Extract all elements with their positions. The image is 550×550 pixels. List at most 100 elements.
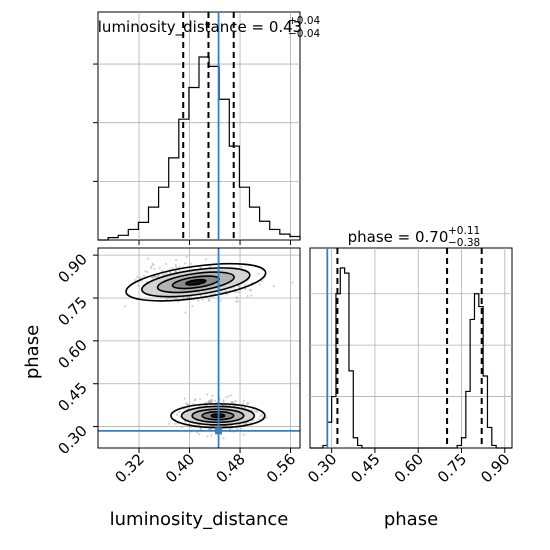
- posterior-sample-point: [86, 296, 88, 298]
- posterior-sample-point: [150, 265, 153, 268]
- posterior-sample-point: [232, 401, 235, 404]
- posterior-sample-point: [253, 410, 256, 413]
- phase-title-median: 0.70: [415, 228, 448, 246]
- posterior-sample-point: [222, 399, 225, 402]
- phase-ytick-label: 0.90: [54, 250, 90, 286]
- phase-ytick-label: 0.30: [54, 422, 90, 458]
- posterior-sample-point: [221, 290, 224, 294]
- posterior-sample-point: [257, 272, 260, 276]
- luminosity-distance-histogram-yticks: [93, 63, 98, 182]
- posterior-sample-point: [236, 300, 240, 303]
- posterior-sample-point: [139, 276, 142, 279]
- posterior-sample-point: [146, 270, 149, 274]
- phase-xtick-label: 0.45: [347, 450, 383, 486]
- posterior-sample-point: [199, 397, 202, 400]
- joint-posterior-panel: 0.32 0.40 0.48 0.56 0.30 0.45 0.60 0.75 0.90: [54, 247, 301, 486]
- posterior-sample-point: [151, 276, 154, 279]
- posterior-sample-point: [210, 400, 213, 403]
- phase-xtick-label: 0.75: [434, 450, 470, 486]
- posterior-sample-point: [204, 293, 208, 297]
- posterior-sample-point: [230, 394, 233, 397]
- posterior-sample-point: [174, 263, 177, 267]
- luminosity-distance-title: luminosity_distance = 0.43: [98, 18, 302, 37]
- posterior-sample-point: [207, 399, 211, 402]
- posterior-sample-point: [165, 298, 168, 301]
- posterior-sample-point: [243, 406, 247, 409]
- ld-xtick-label: 0.32: [112, 450, 148, 486]
- posterior-sample-point: [265, 416, 268, 419]
- posterior-sample-point: [190, 262, 193, 266]
- posterior-sample-point: [207, 400, 210, 403]
- posterior-sample-point: [185, 403, 189, 406]
- posterior-sample-point: [240, 427, 243, 430]
- posterior-sample-point: [224, 289, 228, 292]
- phase-title-name: phase: [348, 228, 393, 246]
- posterior-sample-point: [235, 297, 239, 300]
- title-equals-sign: =: [247, 18, 269, 36]
- posterior-sample-point: [152, 263, 155, 266]
- phase-ytick-label: 0.45: [54, 379, 90, 415]
- posterior-sample-point: [154, 275, 157, 278]
- posterior-sample-point: [161, 269, 164, 272]
- posterior-sample-point: [136, 275, 139, 279]
- joint-posterior-frame: [97, 247, 301, 449]
- posterior-sample-point: [234, 290, 237, 294]
- luminosity-distance-histogram-panel: [93, 11, 301, 245]
- posterior-sample-point: [258, 418, 261, 421]
- posterior-sample-point: [175, 413, 179, 416]
- posterior-sample-point: [140, 279, 143, 283]
- posterior-sample-point: [238, 286, 241, 289]
- posterior-sample-point: [123, 305, 126, 308]
- phase-title-minus: −0.38: [448, 237, 480, 249]
- posterior-sample-point: [247, 401, 250, 405]
- posterior-sample-point: [153, 276, 156, 279]
- posterior-sample-point: [229, 428, 232, 431]
- posterior-sample-point: [230, 401, 233, 404]
- luminosity-distance-title-minus: −0.04: [288, 28, 320, 40]
- posterior-sample-point: [244, 287, 247, 291]
- posterior-sample-point: [199, 294, 202, 298]
- posterior-sample-point: [195, 431, 199, 434]
- y-axis-label-phase: phase: [22, 325, 43, 379]
- posterior-sample-point: [243, 406, 247, 409]
- posterior-sample-point: [142, 274, 146, 278]
- ld-xtick-label: 0.56: [263, 450, 299, 486]
- posterior-sample-point: [246, 402, 249, 405]
- posterior-sample-point: [162, 273, 165, 277]
- posterior-sample-point: [234, 399, 237, 403]
- posterior-sample-point: [242, 433, 245, 436]
- posterior-sample-point: [244, 283, 247, 286]
- posterior-sample-point: [237, 291, 240, 294]
- posterior-sample-point: [249, 288, 252, 291]
- posterior-sample-point: [210, 399, 214, 402]
- posterior-sample-point: [151, 277, 154, 280]
- posterior-sample-point: [262, 415, 265, 418]
- ld-xtick-label: 0.40: [162, 450, 198, 486]
- posterior-sample-point: [151, 262, 154, 265]
- posterior-sample-point: [150, 266, 153, 270]
- posterior-sample-point: [168, 422, 171, 425]
- posterior-sample-point: [184, 311, 187, 314]
- posterior-sample-point: [184, 262, 187, 265]
- posterior-sample-point: [183, 397, 186, 400]
- phase-xticks: 0.30 0.45 0.60 0.75 0.90: [304, 448, 514, 486]
- luminosity-distance-title-median: 0.43: [269, 18, 302, 36]
- posterior-sample-point: [245, 422, 248, 425]
- posterior-sample-point: [177, 300, 180, 303]
- posterior-sample-point: [227, 395, 230, 398]
- posterior-sample-point: [259, 414, 262, 418]
- posterior-sample-point: [225, 396, 228, 399]
- posterior-sample-point: [208, 401, 211, 404]
- posterior-sample-point: [222, 400, 225, 403]
- posterior-sample-point: [228, 427, 232, 430]
- posterior-sample-point: [250, 294, 253, 297]
- joint-truth-marker: [215, 427, 223, 435]
- posterior-sample-point: [178, 265, 181, 268]
- phase-xtick-label: 0.90: [477, 450, 513, 486]
- title-equals-sign: =: [393, 228, 415, 246]
- posterior-sample-point: [169, 271, 172, 274]
- posterior-sample-point: [291, 281, 294, 284]
- posterior-sample-point: [178, 411, 181, 414]
- luminosity-distance-quantile-lines: [182, 12, 235, 240]
- posterior-sample-point: [180, 426, 184, 429]
